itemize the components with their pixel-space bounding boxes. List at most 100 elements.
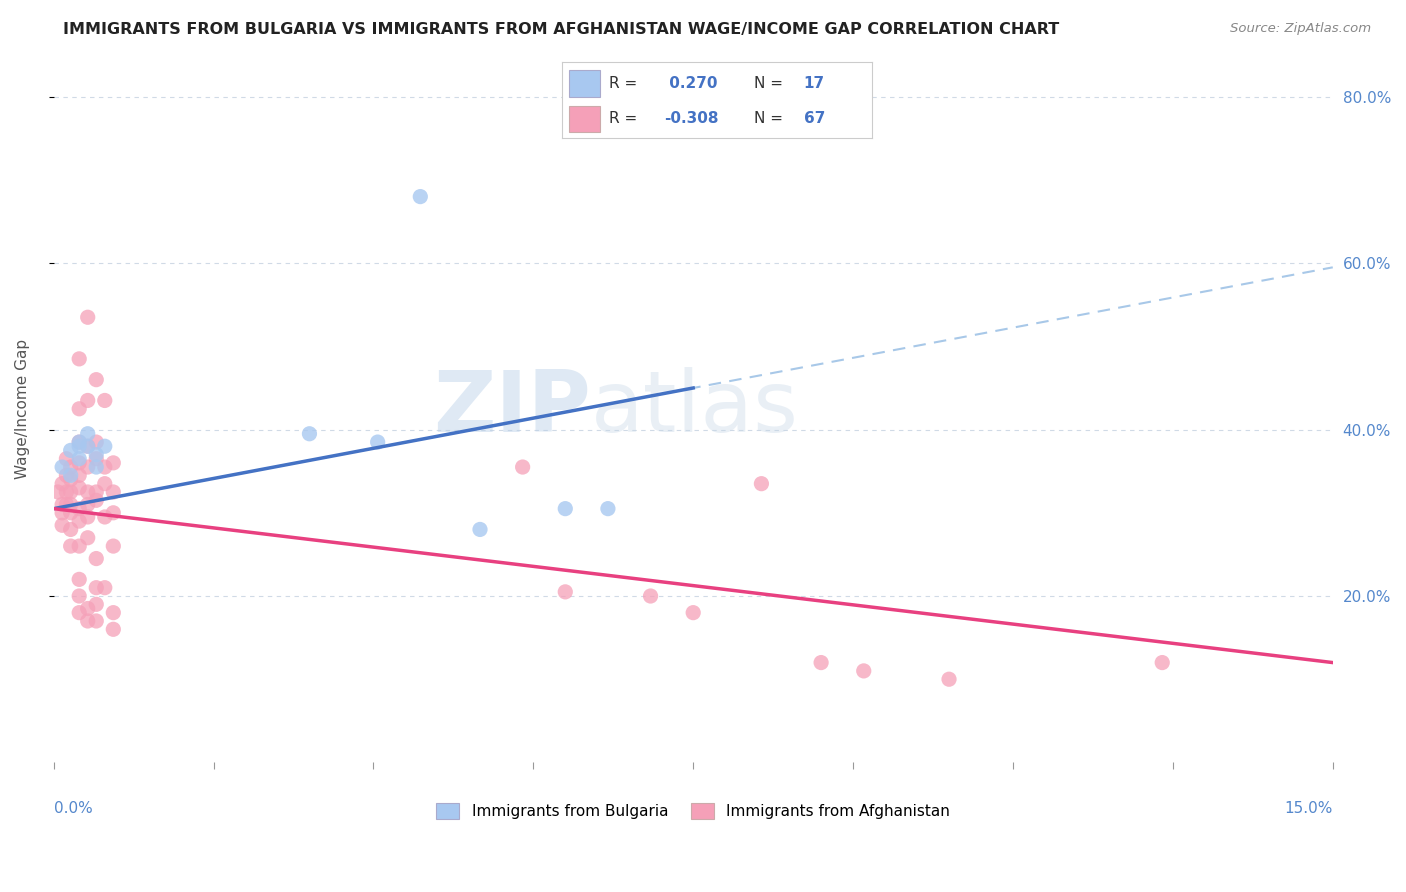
Point [596, 501, 619, 516]
Point [94, 393, 117, 408]
Point [51, 498, 73, 512]
Point [84, 448, 107, 462]
Text: N =: N = [754, 111, 783, 126]
Point [67, 439, 90, 453]
Point [67, 401, 90, 416]
Point [938, 672, 960, 686]
Point [46, 485, 69, 500]
Point [59, 523, 82, 537]
Point [55, 468, 77, 483]
Point [94, 439, 117, 453]
Point [67, 351, 90, 366]
Point [554, 585, 576, 599]
Point [67, 514, 90, 528]
Text: 17: 17 [804, 76, 825, 91]
Text: 15.0%: 15.0% [1285, 801, 1333, 816]
Point [67, 539, 90, 553]
Point [59, 468, 82, 483]
Point [76, 426, 98, 441]
Point [59, 485, 82, 500]
Point [67, 481, 90, 495]
Text: ZIP: ZIP [433, 368, 591, 450]
Point [810, 656, 832, 670]
Point [640, 589, 662, 603]
Point [751, 476, 773, 491]
Point [67, 435, 90, 450]
Y-axis label: Wage/Income Gap: Wage/Income Gap [15, 339, 30, 479]
Point [554, 501, 576, 516]
Point [59, 473, 82, 487]
Point [67, 456, 90, 470]
Text: 67: 67 [804, 111, 825, 126]
Point [76, 498, 98, 512]
Point [84, 460, 107, 475]
Text: 0.0%: 0.0% [53, 801, 93, 816]
Point [59, 506, 82, 520]
Point [55, 485, 77, 500]
Point [67, 451, 90, 466]
Point [84, 598, 107, 612]
Point [1152, 656, 1174, 670]
Point [682, 606, 704, 620]
Point [59, 443, 82, 458]
Point [76, 439, 98, 453]
Point [103, 622, 125, 636]
Point [67, 468, 90, 483]
Point [84, 581, 107, 595]
Point [103, 456, 125, 470]
Point [76, 439, 98, 453]
Point [84, 373, 107, 387]
Text: -0.308: -0.308 [665, 111, 718, 126]
Point [51, 460, 73, 475]
Point [298, 426, 321, 441]
Point [409, 189, 432, 203]
Text: R =: R = [609, 111, 637, 126]
Point [76, 614, 98, 628]
Text: N =: N = [754, 76, 783, 91]
Point [59, 539, 82, 553]
Point [51, 506, 73, 520]
Point [76, 460, 98, 475]
Point [852, 664, 875, 678]
Text: IMMIGRANTS FROM BULGARIA VS IMMIGRANTS FROM AFGHANISTAN WAGE/INCOME GAP CORRELAT: IMMIGRANTS FROM BULGARIA VS IMMIGRANTS F… [63, 22, 1060, 37]
Point [103, 539, 125, 553]
Point [76, 601, 98, 615]
Point [84, 614, 107, 628]
Text: Source: ZipAtlas.com: Source: ZipAtlas.com [1230, 22, 1371, 36]
Point [67, 435, 90, 450]
Point [59, 498, 82, 512]
Point [84, 451, 107, 466]
Point [67, 501, 90, 516]
FancyBboxPatch shape [568, 70, 599, 96]
Point [76, 310, 98, 325]
Point [367, 435, 389, 450]
Point [84, 485, 107, 500]
Point [84, 493, 107, 508]
Point [76, 510, 98, 524]
Point [103, 606, 125, 620]
Text: R =: R = [609, 76, 637, 91]
Point [94, 510, 117, 524]
Point [59, 460, 82, 475]
Point [94, 460, 117, 475]
Point [67, 606, 90, 620]
Point [512, 460, 534, 475]
Point [84, 551, 107, 566]
Point [94, 476, 117, 491]
Legend: Immigrants from Bulgaria, Immigrants from Afghanistan: Immigrants from Bulgaria, Immigrants fro… [430, 797, 956, 825]
Point [67, 589, 90, 603]
Point [94, 581, 117, 595]
Point [55, 451, 77, 466]
FancyBboxPatch shape [568, 105, 599, 132]
Point [67, 573, 90, 587]
Point [103, 485, 125, 500]
Point [76, 393, 98, 408]
Point [76, 531, 98, 545]
Point [468, 523, 491, 537]
Point [51, 518, 73, 533]
Point [84, 435, 107, 450]
Point [55, 498, 77, 512]
Point [103, 506, 125, 520]
Point [51, 476, 73, 491]
Text: atlas: atlas [591, 368, 799, 450]
